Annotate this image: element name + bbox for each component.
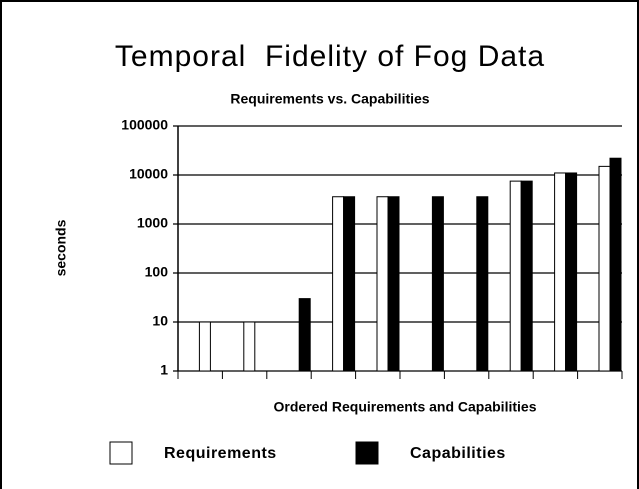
- bar: [198, 321, 211, 372]
- bar: [343, 196, 356, 372]
- bar: [520, 180, 533, 372]
- bar: [243, 321, 256, 372]
- legend-label: Capabilities: [410, 445, 506, 462]
- bar: [509, 180, 522, 372]
- legend-label: Requirements: [164, 445, 277, 462]
- bar: [565, 172, 578, 372]
- x-axis-label: Ordered Requirements and Capabilities: [274, 399, 537, 415]
- bar: [598, 165, 611, 372]
- bar: [431, 196, 444, 372]
- bar: [554, 172, 567, 372]
- y-tick-label: 100000: [121, 117, 168, 133]
- legend-swatch: [355, 441, 379, 465]
- y-tick-label: 1000: [137, 215, 168, 231]
- y-tick-label: 100: [145, 264, 169, 280]
- legend-swatch: [109, 441, 133, 465]
- y-axis-label: seconds: [53, 219, 69, 276]
- bar: [387, 196, 400, 372]
- bar: [332, 196, 345, 372]
- y-tick-label: 1: [160, 362, 168, 378]
- bar: [609, 157, 622, 372]
- y-tick-label: 10000: [129, 166, 168, 182]
- chart-subtitle: Requirements vs. Capabilities: [230, 91, 429, 107]
- chart-title: Temporal Fidelity of Fog Data: [115, 40, 545, 73]
- y-tick-label: 10: [152, 313, 168, 329]
- bar: [298, 298, 311, 372]
- bar: [376, 196, 389, 372]
- bar: [476, 196, 489, 372]
